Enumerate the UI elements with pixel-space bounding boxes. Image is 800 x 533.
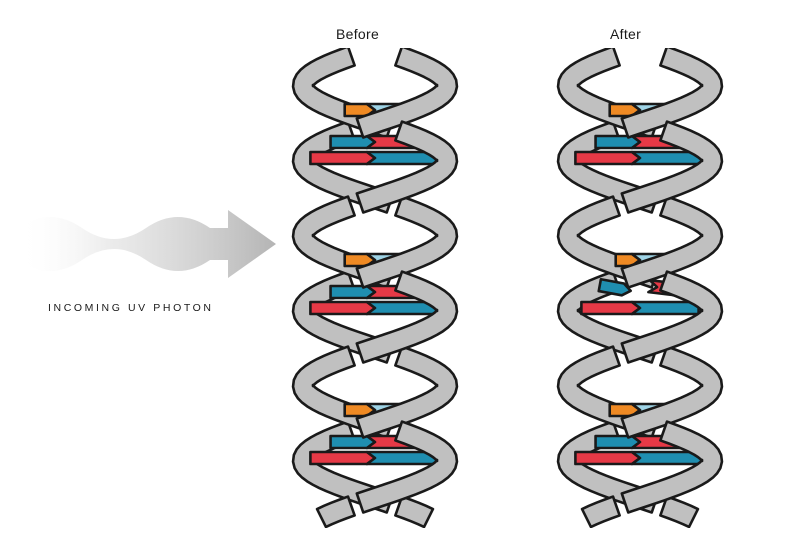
dna-helix-after <box>540 48 740 528</box>
uv-arrow <box>10 188 290 298</box>
diagram-stage: Before After INCOMING UV PHOTON <box>0 0 800 533</box>
label-after: After <box>610 26 641 42</box>
label-before: Before <box>336 26 379 42</box>
caption-uv-photon: INCOMING UV PHOTON <box>48 302 214 314</box>
dna-helix-before <box>275 48 475 528</box>
